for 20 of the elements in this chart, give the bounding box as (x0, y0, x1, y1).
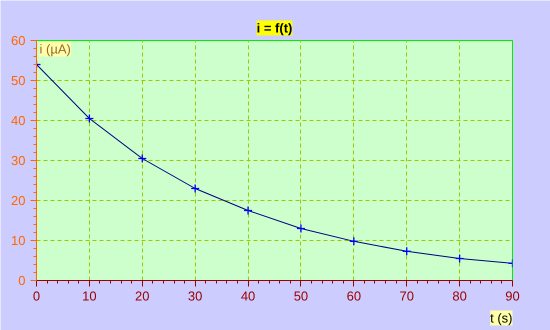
x-tick-label: 60 (346, 288, 362, 304)
x-tick-label: 40 (240, 288, 256, 304)
x-tick-label: 10 (82, 288, 97, 304)
y-axis-title: i (µA) (40, 42, 71, 56)
y-tick-label: 60 (11, 33, 26, 48)
y-tick-label: 50 (11, 73, 26, 88)
y-tick-label: 30 (11, 153, 26, 168)
x-tick-label: 70 (399, 288, 414, 304)
chart-title: i = f(t) (256, 20, 292, 36)
y-tick-label: 40 (11, 113, 26, 128)
y-tick-label: 10 (11, 233, 26, 248)
x-tick-label: 20 (135, 288, 150, 304)
x-tick-label: 0 (32, 288, 40, 304)
x-tick-label: 80 (452, 288, 467, 304)
x-tick-label: 90 (505, 288, 520, 304)
x-tick-label: 30 (188, 288, 202, 304)
x-axis-title: t (s) (490, 310, 513, 326)
y-tick-label: 20 (11, 193, 26, 208)
y-tick-label: 0 (18, 273, 26, 288)
x-tick-label: 50 (294, 288, 308, 304)
